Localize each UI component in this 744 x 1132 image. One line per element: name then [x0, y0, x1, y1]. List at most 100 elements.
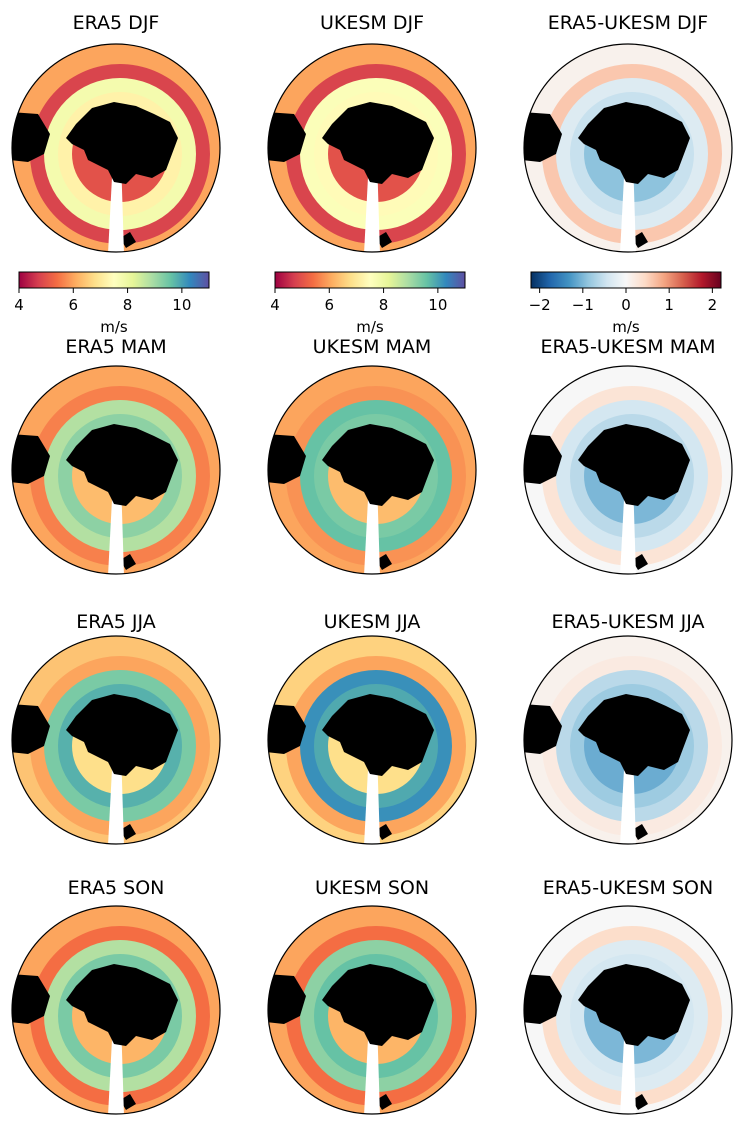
south-america-landmass: [524, 704, 562, 754]
new-zealand-landmass: [376, 1094, 392, 1110]
colorbar-tick-label: 8: [379, 296, 389, 314]
map-boundary: [523, 43, 733, 253]
colorbar-tick-label: 6: [69, 296, 79, 314]
antarctica-landmass: [322, 964, 434, 1046]
polar-map-plot: [267, 905, 477, 1115]
map-boundary: [523, 365, 733, 575]
south-america-landmass: [12, 704, 50, 754]
colorbar-tick-label: 4: [270, 296, 280, 314]
panel-title: UKESM JJA: [323, 611, 421, 633]
south-america-landmass: [268, 434, 306, 484]
map-boundary: [267, 635, 477, 845]
polar-map: [522, 904, 734, 1116]
colorbar-unit-label: m/s: [356, 318, 384, 336]
map-boundary: [267, 905, 477, 1115]
new-zealand-landmass: [632, 1094, 648, 1110]
panel-title: ERA5-UKESM MAM: [540, 336, 716, 358]
new-zealand-landmass: [376, 232, 392, 248]
new-zealand-landmass: [120, 232, 136, 248]
panel-title: UKESM DJF: [319, 12, 425, 34]
panel-title: ERA5 JJA: [76, 611, 156, 633]
south-america-landmass: [268, 974, 306, 1024]
new-zealand-landmass: [120, 1094, 136, 1110]
map-boundary: [11, 43, 221, 253]
polar-map: [10, 904, 222, 1116]
south-america-landmass: [268, 112, 306, 162]
new-zealand-landmass: [120, 554, 136, 570]
polar-map-plot: [523, 905, 733, 1115]
colorbar: 4 6 8 10: [9, 270, 269, 340]
colorbar-tick-label: 10: [172, 296, 191, 314]
panel-title: UKESM MAM: [312, 336, 432, 358]
map-boundary: [523, 635, 733, 845]
colorbar-gradient: [18, 271, 210, 289]
polar-map: [10, 42, 222, 254]
polar-map-plot: [11, 43, 221, 253]
antarctica-landmass: [578, 424, 690, 506]
polar-map: [266, 364, 478, 576]
polar-map: [266, 634, 478, 846]
antarctica-landmass: [66, 102, 178, 184]
map-boundary: [11, 365, 221, 575]
colorbar-tick-label: 10: [428, 296, 447, 314]
antarctica-landmass: [66, 964, 178, 1046]
colorbar-gradient: [530, 271, 722, 289]
antarctica-landmass: [66, 424, 178, 506]
antarctica-landmass: [578, 694, 690, 776]
new-zealand-landmass: [632, 824, 648, 840]
polar-map-plot: [11, 905, 221, 1115]
panel-title: ERA5 MAM: [65, 336, 167, 358]
colorbar: 4 6 8 10: [265, 270, 525, 340]
polar-map: [522, 42, 734, 254]
new-zealand-landmass: [632, 554, 648, 570]
map-boundary: [267, 43, 477, 253]
new-zealand-landmass: [376, 554, 392, 570]
colorbar: −2 −1 0 1 2: [521, 270, 744, 340]
polar-map-plot: [267, 365, 477, 575]
colorbar-unit-label: m/s: [612, 318, 640, 336]
polar-map: [522, 364, 734, 576]
antarctica-landmass: [322, 102, 434, 184]
south-america-landmass: [12, 112, 50, 162]
colorbar-gradient: [274, 271, 466, 289]
polar-map: [10, 634, 222, 846]
south-america-landmass: [12, 434, 50, 484]
polar-map-plot: [267, 635, 477, 845]
panel-title: ERA5-UKESM SON: [542, 877, 714, 899]
antarctica-landmass: [578, 102, 690, 184]
colorbar-tick-label: 6: [325, 296, 335, 314]
panel-title: ERA5 DJF: [72, 12, 160, 34]
colorbar-tick-label: −2: [529, 296, 551, 314]
new-zealand-landmass: [120, 824, 136, 840]
polar-map-plot: [267, 43, 477, 253]
south-america-landmass: [524, 112, 562, 162]
antarctica-landmass: [322, 424, 434, 506]
south-america-landmass: [524, 974, 562, 1024]
colorbar-tick-label: −1: [572, 296, 594, 314]
map-boundary: [11, 635, 221, 845]
map-boundary: [267, 365, 477, 575]
new-zealand-landmass: [632, 232, 648, 248]
polar-map-plot: [11, 635, 221, 845]
colorbar-tick-label: 2: [708, 296, 718, 314]
antarctica-landmass: [578, 964, 690, 1046]
polar-map-plot: [523, 365, 733, 575]
colorbar-tick-label: 4: [14, 296, 24, 314]
antarctica-landmass: [66, 694, 178, 776]
polar-map-plot: [523, 43, 733, 253]
south-america-landmass: [524, 434, 562, 484]
polar-map-plot: [523, 635, 733, 845]
south-america-landmass: [12, 974, 50, 1024]
map-boundary: [523, 905, 733, 1115]
polar-map: [10, 364, 222, 576]
new-zealand-landmass: [376, 824, 392, 840]
polar-map: [522, 634, 734, 846]
south-america-landmass: [268, 704, 306, 754]
panel-title: ERA5 SON: [67, 877, 165, 899]
panel-title: ERA5-UKESM JJA: [551, 611, 705, 633]
polar-map: [266, 904, 478, 1116]
colorbar-tick-label: 8: [123, 296, 133, 314]
antarctica-landmass: [322, 694, 434, 776]
colorbar-tick-label: 1: [664, 296, 674, 314]
